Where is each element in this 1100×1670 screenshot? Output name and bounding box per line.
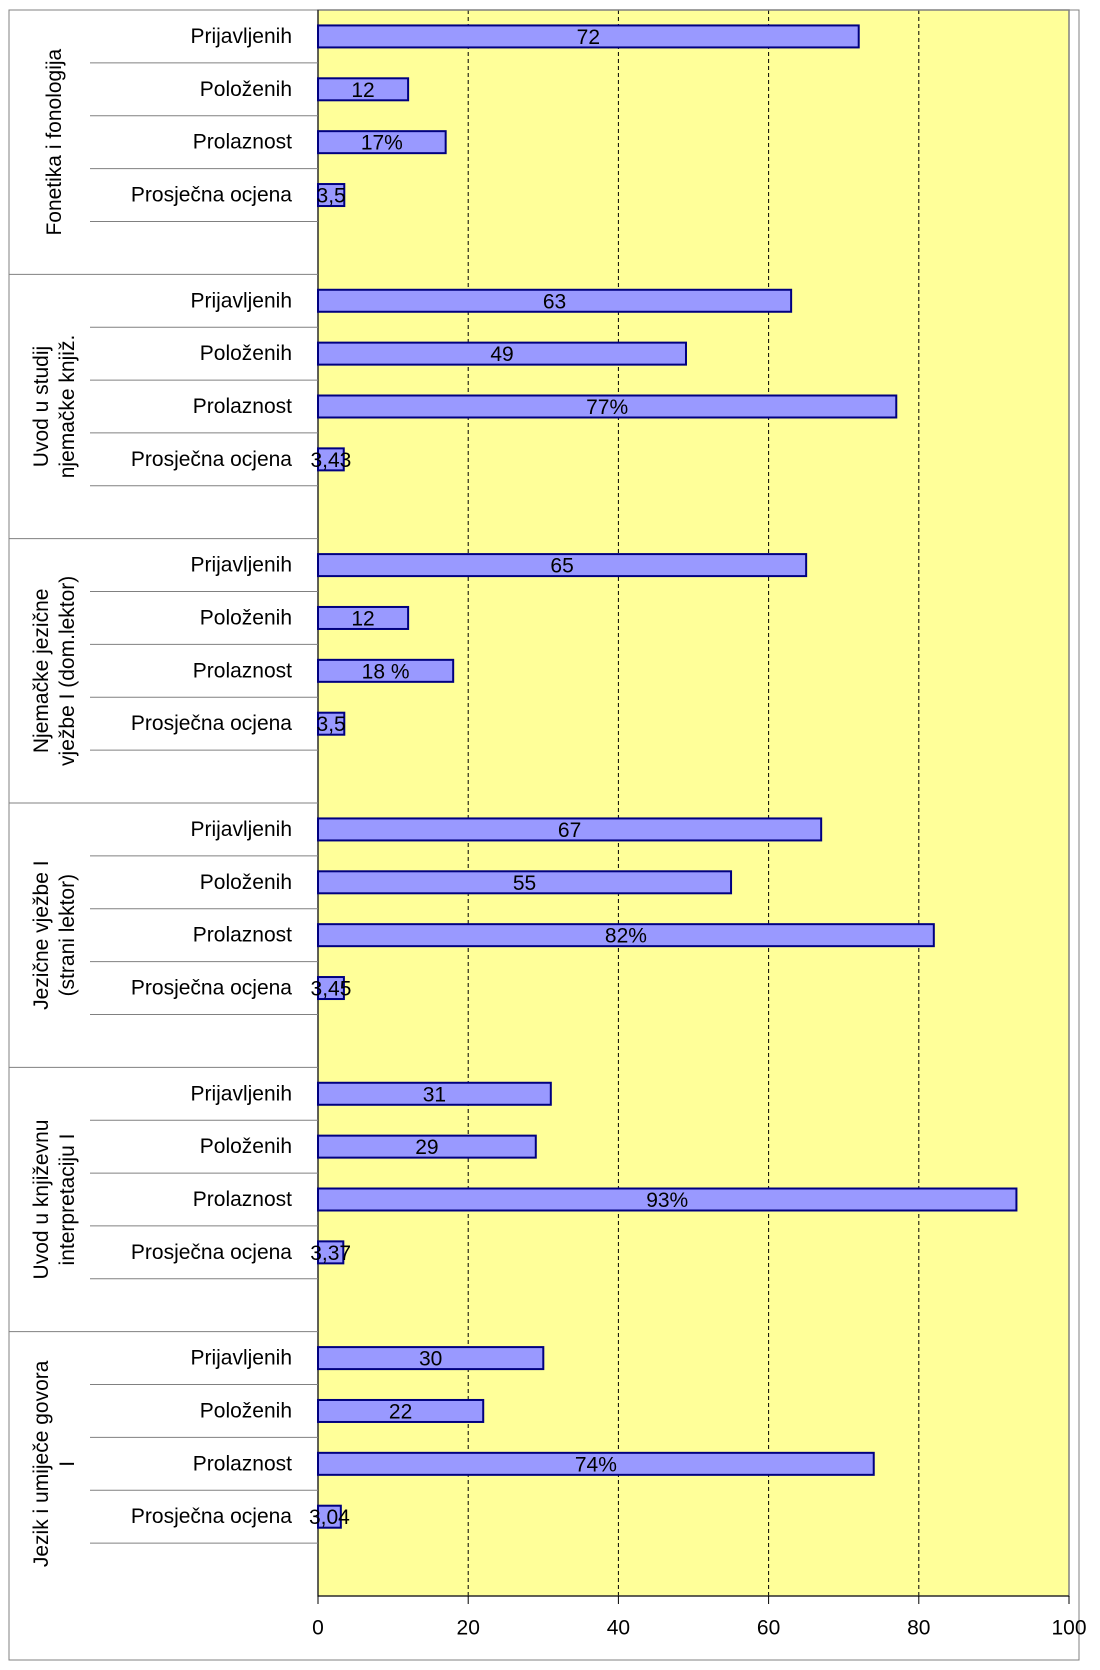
- bar: [317, 711, 346, 736]
- x-tick-label: 100: [1051, 1617, 1086, 1640]
- data-label: 3,45: [311, 978, 352, 1001]
- bar: [317, 24, 860, 49]
- x-tick-label: 40: [607, 1617, 630, 1640]
- group-label: I: [56, 1461, 79, 1467]
- category-label: Prolaznost: [193, 924, 292, 947]
- category-label: Prijavljenih: [190, 818, 292, 841]
- group-label: Uvod u studij: [30, 346, 53, 467]
- group-label: Fonetika i fonologija: [43, 48, 66, 235]
- category-label: Prolaznost: [193, 1452, 292, 1475]
- category-label: Prijavljenih: [190, 289, 292, 312]
- bar: [317, 1504, 342, 1529]
- group-label: vježbe I (dom.lektor): [56, 576, 79, 766]
- bar: [317, 1081, 552, 1106]
- bar: [317, 77, 410, 102]
- group-label: Uvod u književnu: [30, 1120, 53, 1280]
- bar: [317, 1451, 875, 1476]
- group-label: njemačke knjiž.: [56, 335, 79, 479]
- category-label: Prosječna ocjena: [131, 712, 292, 735]
- category-label: Prolaznost: [193, 1188, 292, 1211]
- data-label: 77%: [586, 396, 628, 419]
- category-label: Prosječna ocjena: [131, 977, 292, 1000]
- data-label: 3,37: [310, 1242, 351, 1265]
- bar: [317, 1134, 537, 1159]
- group-label: Njemačke jezične: [30, 589, 53, 754]
- data-label: 12: [351, 79, 374, 102]
- bar: [317, 130, 447, 155]
- bar: [317, 1346, 545, 1371]
- category-label: Prosječna ocjena: [131, 448, 292, 471]
- category-label: Položenih: [200, 606, 292, 629]
- data-label: 3,5: [317, 185, 346, 208]
- category-label: Prosječna ocjena: [131, 1241, 292, 1264]
- data-label: 74%: [575, 1453, 617, 1476]
- data-label: 31: [423, 1083, 446, 1106]
- bar: [317, 183, 346, 208]
- group-label: Jezične vježbe I: [30, 860, 53, 1009]
- data-label: 67: [558, 819, 581, 842]
- bar: [317, 288, 793, 313]
- bar: [317, 605, 410, 630]
- data-label: 18 %: [362, 660, 410, 683]
- plot-background: [318, 10, 1069, 1596]
- data-label: 82%: [605, 925, 647, 948]
- category-label: Prolaznost: [193, 395, 292, 418]
- data-label: 30: [419, 1348, 442, 1371]
- data-label: 17%: [361, 132, 403, 155]
- x-tick-label: 20: [457, 1617, 480, 1640]
- data-label: 49: [490, 343, 513, 366]
- data-label: 22: [389, 1400, 412, 1423]
- bar: [317, 976, 345, 1001]
- bar: [317, 923, 935, 948]
- data-label: 3,04: [309, 1506, 350, 1529]
- bar: [317, 870, 733, 895]
- data-label: 63: [543, 290, 566, 313]
- data-label: 65: [550, 555, 573, 578]
- data-label: 72: [577, 26, 600, 49]
- bar: [317, 1187, 1018, 1212]
- x-tick-label: 80: [907, 1617, 930, 1640]
- bar: [317, 1240, 345, 1265]
- category-label: Prijavljenih: [190, 25, 292, 48]
- category-label: Prosječna ocjena: [131, 184, 292, 207]
- category-label: Položenih: [200, 342, 292, 365]
- category-label: Prolaznost: [193, 131, 292, 154]
- bar: [317, 394, 898, 419]
- data-label: 3,43: [310, 449, 351, 472]
- category-label: Prijavljenih: [190, 554, 292, 577]
- category-label: Položenih: [200, 1135, 292, 1158]
- category-label: Prijavljenih: [190, 1347, 292, 1370]
- category-label: Prijavljenih: [190, 1082, 292, 1105]
- x-tick-label: 60: [757, 1617, 780, 1640]
- data-label: 55: [513, 872, 536, 895]
- group-label: (strani lektor): [56, 874, 79, 997]
- bar: [317, 658, 455, 683]
- bar: [317, 817, 823, 842]
- category-label: Položenih: [200, 78, 292, 101]
- category-label: Prosječna ocjena: [131, 1505, 292, 1528]
- data-label: 12: [351, 607, 374, 630]
- bar: [317, 553, 808, 578]
- group-label: interpretaciju I: [56, 1134, 79, 1266]
- category-label: Položenih: [200, 1399, 292, 1422]
- bar: [317, 1398, 485, 1423]
- bar: [317, 447, 345, 472]
- group-label: Jezik i umiječe govora: [30, 1360, 53, 1567]
- bar: [317, 341, 687, 366]
- category-label: Prolaznost: [193, 659, 292, 682]
- data-label: 29: [415, 1136, 438, 1159]
- category-label: Položenih: [200, 871, 292, 894]
- data-label: 3,5: [317, 713, 346, 736]
- x-tick-label: 0: [312, 1617, 324, 1640]
- data-label: 93%: [646, 1189, 688, 1212]
